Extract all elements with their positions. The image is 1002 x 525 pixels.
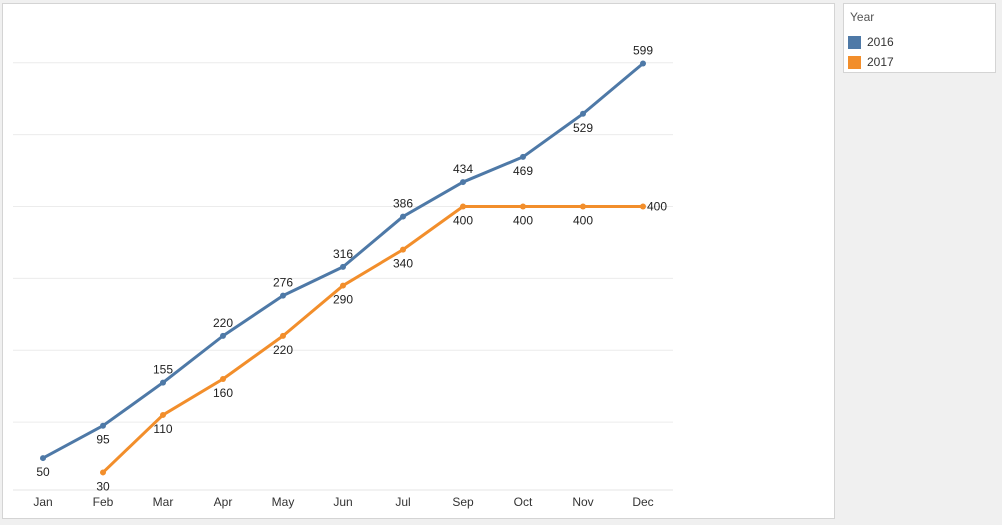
data-label: 95 [96,433,110,447]
data-label: 276 [273,276,293,290]
legend-swatch-2017 [848,55,861,69]
legend-label-2017: 2017 [867,55,894,69]
data-point [580,110,586,117]
data-label: 340 [393,257,413,271]
legend-item-2016[interactable]: 2016 [848,33,894,51]
legend-label-2016: 2016 [867,35,894,49]
data-point [340,282,346,289]
series-line-2017 [101,205,643,474]
data-point [460,203,466,210]
legend[interactable]: Year 2016 2017 [843,3,996,73]
data-point [340,263,346,270]
data-point [640,203,646,210]
data-label: 400 [513,214,533,228]
data-point [220,332,226,339]
data-point [100,469,106,476]
data-point [160,411,166,418]
data-point [640,60,646,67]
legend-title: Year [850,10,875,24]
x-tick-label: Feb [93,495,114,509]
chart-panel: Jan Feb Mar Apr May Jun Jul Sep Oct Nov Dec 50 95 155… [2,3,835,519]
data-label: 400 [573,214,593,228]
data-label: 529 [573,121,593,135]
data-point [400,246,406,253]
data-label: 469 [513,164,533,178]
data-label: 220 [273,343,293,357]
data-point [220,376,226,382]
data-point [520,203,526,210]
data-point [40,455,46,462]
x-tick-label: Apr [214,495,233,509]
data-point [280,332,286,339]
data-label: 160 [213,386,233,400]
x-tick-label: Jul [395,495,410,509]
data-point [520,153,526,160]
data-point [280,292,286,299]
data-label: 400 [453,214,473,228]
x-tick-label: Mar [153,495,174,509]
data-point [400,213,406,220]
x-tick-label: Jan [33,495,52,509]
data-label: 386 [393,197,413,211]
x-tick-label: Sep [452,495,474,509]
data-label: 434 [453,162,473,176]
x-tick-label: May [272,495,295,509]
data-label: 599 [633,43,653,57]
legend-item-2017[interactable]: 2017 [848,53,894,71]
data-label: 400 [647,200,667,214]
data-point [160,379,166,386]
legend-swatch-2016 [848,35,861,49]
data-point [460,179,466,186]
x-tick-label: Oct [514,495,533,509]
data-point [580,203,586,210]
data-label: 316 [333,247,353,261]
x-tick-label: Nov [572,495,593,509]
data-label: 30 [96,479,110,493]
data-label: 220 [213,316,233,330]
data-label: 155 [153,363,173,377]
x-tick-label: Dec [632,495,653,509]
data-label: 50 [36,465,50,479]
data-label: 110 [153,422,172,436]
line-chart: Jan Feb Mar Apr May Jun Jul Sep Oct Nov Dec 50 95 155… [13,43,673,509]
data-point [100,422,106,429]
data-label: 290 [333,293,353,307]
x-tick-label: Jun [333,495,352,509]
